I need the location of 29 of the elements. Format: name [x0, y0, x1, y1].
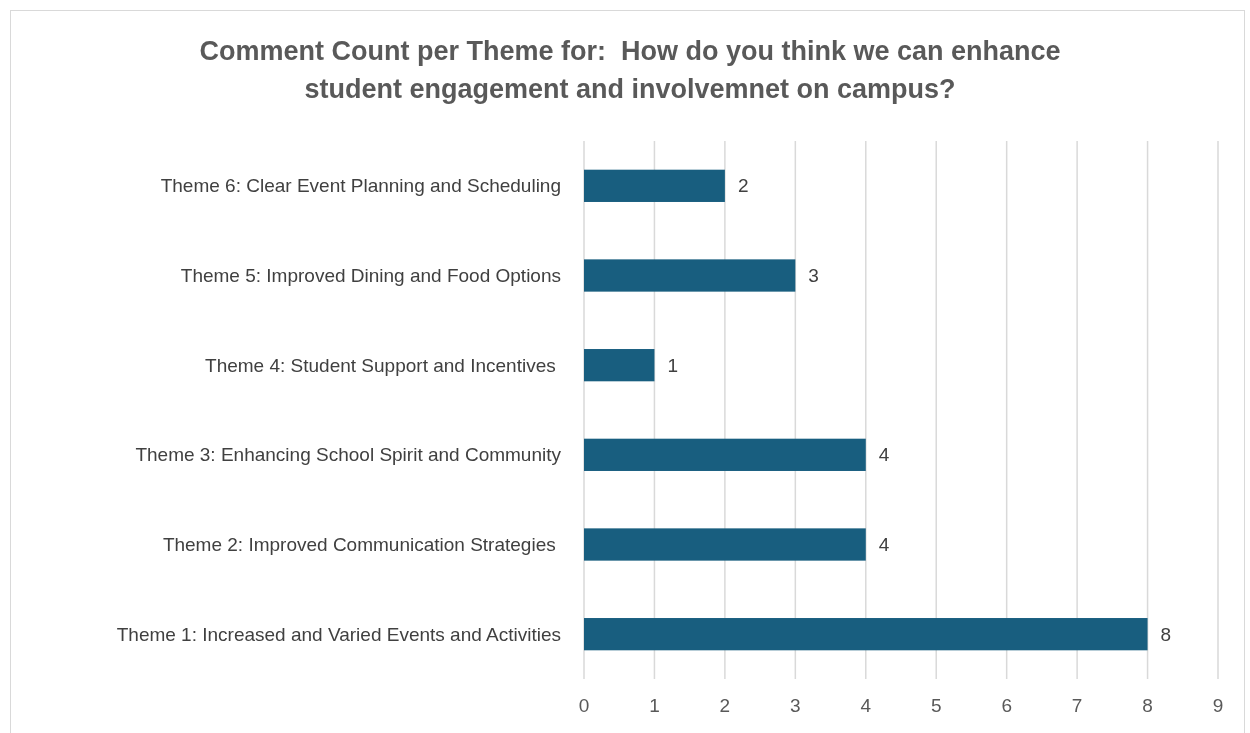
data-label: 3: [808, 265, 819, 287]
x-tick-label: 9: [1212, 695, 1224, 716]
y-tick-label: Theme 2: Improved Communication Strategies: [162, 534, 561, 556]
data-label: 4: [878, 444, 890, 466]
data-label: 2: [737, 175, 749, 197]
data-label: 4: [878, 534, 890, 556]
y-tick-label: Theme 5: Improved Dining and Food Options: [180, 265, 561, 287]
y-tick-label: Theme 1: Increased and Varied Events and Activities: [116, 623, 561, 645]
x-tick-label: 1: [649, 695, 660, 716]
y-tick-label: Theme 6: Clear Event Planning and Scheduling: [160, 175, 561, 197]
bar: [584, 169, 725, 202]
bar: [584, 528, 866, 561]
x-tick-label: 2: [719, 695, 731, 716]
bar: [584, 438, 866, 471]
x-tick-label: 4: [860, 695, 872, 716]
x-tick-label: 6: [1001, 695, 1012, 716]
x-tick-label: 8: [1142, 695, 1153, 716]
y-tick-label: Theme 3: Enhancing School Spirit and Community: [135, 444, 562, 466]
bar: [584, 618, 1148, 651]
x-tick-label: 0: [578, 695, 590, 716]
bar: [584, 349, 655, 382]
x-tick-label: 7: [1071, 695, 1083, 716]
bar: [584, 259, 796, 292]
x-tick-label: 3: [790, 695, 801, 716]
y-tick-label: Theme 4: Student Support and Incentives: [205, 354, 561, 376]
data-label: 1: [667, 354, 679, 376]
x-tick-label: 5: [930, 695, 942, 716]
data-label: 8: [1160, 623, 1172, 645]
chart-title: Comment Count per Theme for: How do you think we can enhance student engagement and involvemnet on campus?: [199, 36, 1061, 104]
